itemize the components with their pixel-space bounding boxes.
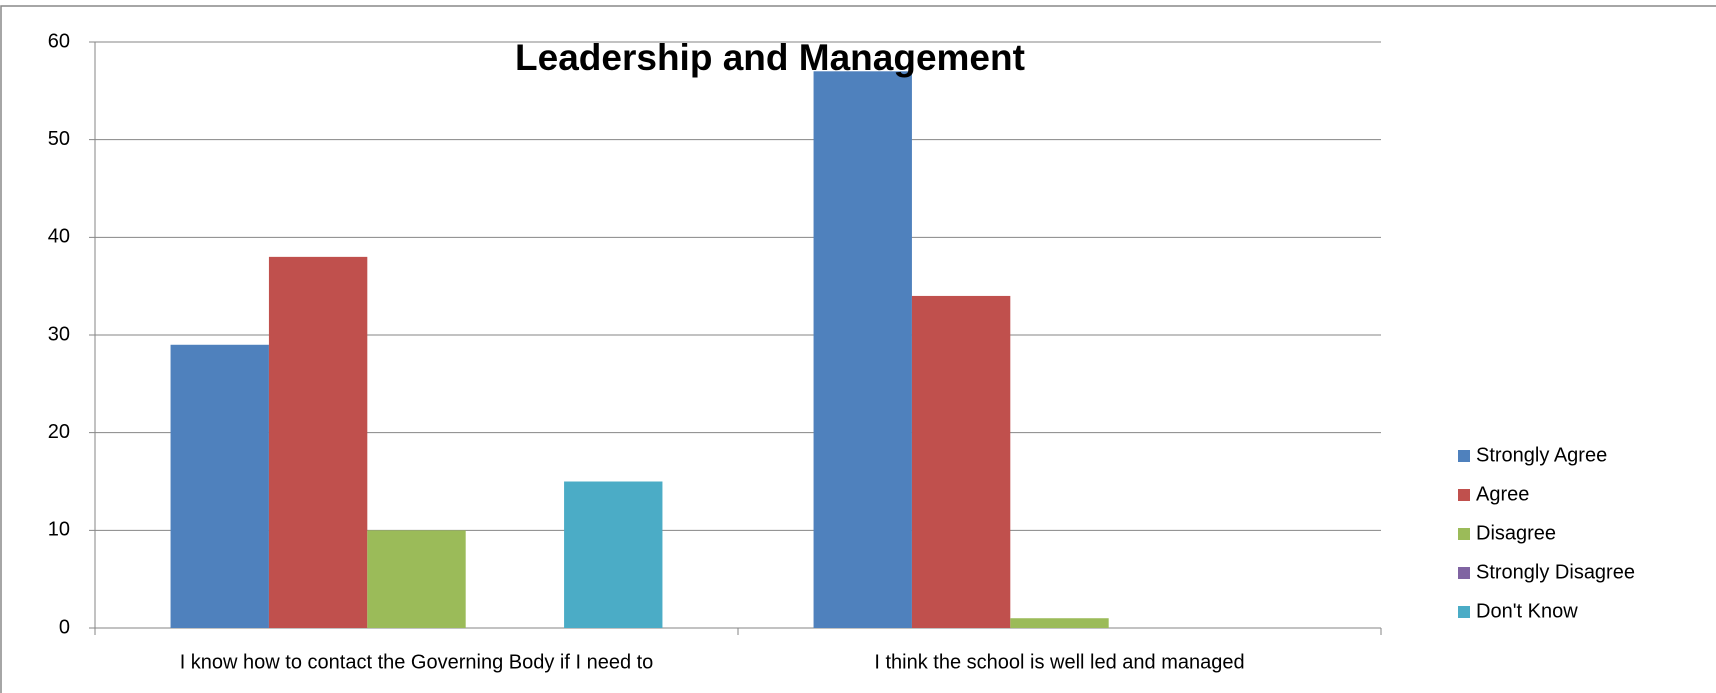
legend-swatch [1458,567,1470,579]
y-tick-label: 40 [48,226,70,248]
legend-swatch [1458,450,1470,462]
y-tick-label: 30 [48,323,70,345]
y-tick-label: 20 [48,421,70,443]
legend-label: Agree [1476,483,1529,505]
y-tick-label: 50 [48,128,70,150]
y-tick-label: 0 [59,616,70,638]
legend-label: Strongly Agree [1476,444,1607,466]
legend-label: Strongly Disagree [1476,561,1635,583]
bar [911,295,1011,628]
legend-label: Don't Know [1476,600,1578,622]
legend-swatch [1458,489,1470,501]
bar [1010,618,1109,628]
bar [268,256,368,628]
bar [367,530,466,628]
bar [813,71,912,629]
x-tick-label: I know how to contact the Governing Body… [180,651,654,673]
chart-title: Leadership and Management [515,37,1025,78]
y-tick-label: 60 [48,30,70,52]
legend-swatch [1458,606,1470,618]
legend-label: Disagree [1476,522,1556,544]
bar [170,344,269,628]
y-tick-label: 10 [48,519,70,541]
bar [564,481,663,628]
x-tick-label: I think the school is well led and manag… [874,651,1244,673]
legend-swatch [1458,528,1470,540]
